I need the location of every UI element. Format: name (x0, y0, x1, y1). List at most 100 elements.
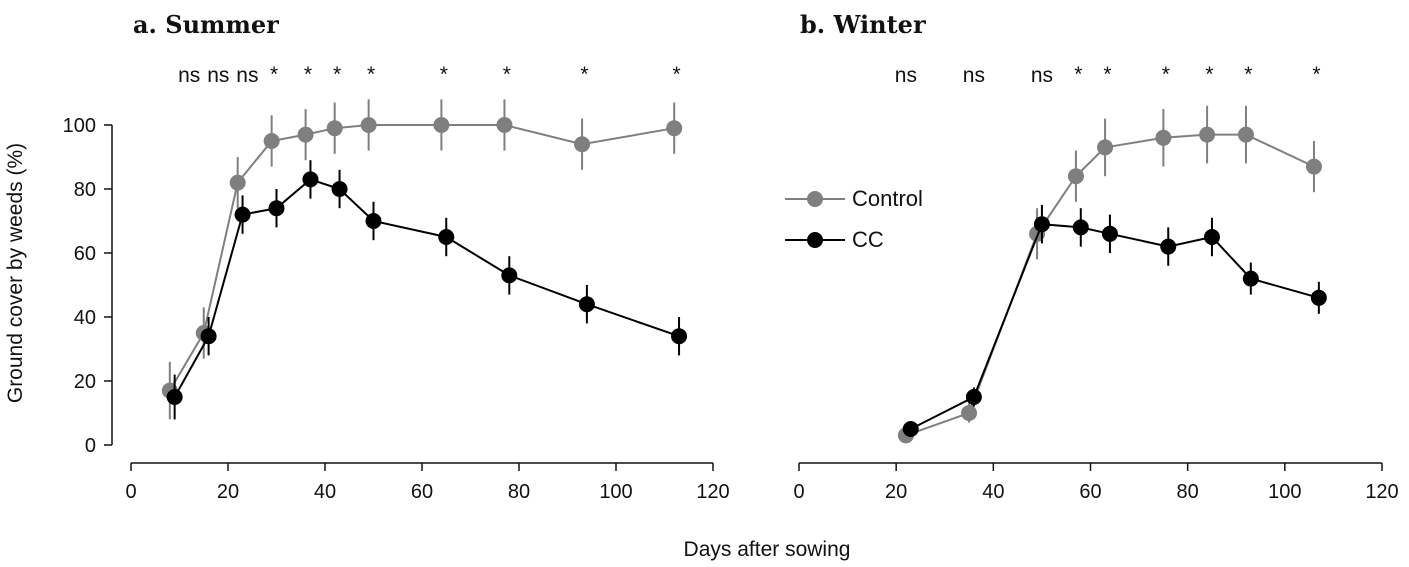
summer-control-point (360, 117, 377, 133)
summer-significance-label: * (270, 63, 278, 86)
summer-significance-label: ns (178, 64, 200, 87)
summer-cc-point (578, 296, 595, 313)
summer-y-tick-label: 20 (74, 371, 96, 393)
summer-control-point (326, 120, 343, 137)
winter-cc-point (1072, 219, 1089, 236)
summer-significance-label: * (304, 63, 312, 86)
winter-significance-label: * (1312, 63, 1320, 86)
summer-control-point (263, 133, 280, 149)
summer-cc-point (166, 389, 183, 405)
winter-series (897, 105, 1327, 444)
summer-control-point (229, 174, 246, 191)
summer-cc-point (200, 328, 217, 345)
winter-control-point (1305, 158, 1322, 175)
winter-control-point (1155, 129, 1172, 146)
winter-cc-point (1203, 229, 1220, 245)
summer-y-tick-label: 40 (74, 307, 96, 329)
winter-axes: 0 20 40 60 80 100 120 (793, 462, 1399, 503)
summer-cc-line (173, 178, 680, 398)
winter-control-point (961, 405, 978, 421)
winter-significance-label: ns (895, 64, 917, 87)
winter-cc-point (1101, 225, 1118, 242)
winter-x-tick-label: 120 (1365, 481, 1398, 503)
winter-significance-labels: ns ns ns * * * * * * (895, 63, 1321, 87)
summer-x-tick-label: 80 (508, 481, 530, 503)
summer-control-point (496, 117, 513, 133)
summer-series (161, 99, 688, 420)
winter-cc-point (1242, 270, 1259, 287)
legend-cc-marker (807, 232, 823, 248)
winter-cc-point (1310, 289, 1327, 306)
winter-cc-point (965, 389, 982, 405)
winter-x-tick-label: 60 (1079, 481, 1101, 503)
summer-y-tick-label: 100 (63, 115, 96, 137)
summer-cc-point (365, 213, 382, 229)
summer-control-point (666, 120, 683, 137)
summer-control-series (161, 99, 683, 420)
summer-significance-label: * (440, 63, 448, 86)
winter-cc-point (1160, 238, 1177, 255)
legend-cc-label: CC (852, 227, 884, 252)
summer-x-tick-label: 100 (599, 481, 632, 503)
summer-cc-point (331, 181, 348, 197)
summer-significance-label: * (673, 63, 681, 86)
summer-control-line (168, 124, 675, 392)
summer-panel: a. Summer 0 20 40 60 80 100 120 0 20 40 60 80 100 ns… (63, 10, 730, 503)
winter-significance-label: * (1103, 63, 1111, 86)
summer-cc-point (268, 200, 285, 217)
winter-cc-point (1033, 216, 1050, 233)
summer-control-point (433, 117, 450, 133)
winter-cc-series (902, 205, 1327, 437)
summer-y-tick-label: 60 (74, 243, 96, 265)
summer-significance-labels: ns ns ns * * * * * * * * (178, 63, 681, 87)
summer-significance-label: ns (236, 64, 258, 87)
summer-x-tick-label: 0 (125, 481, 136, 503)
winter-significance-label: * (1162, 63, 1170, 86)
legend-control-marker (807, 191, 823, 207)
summer-significance-label: ns (207, 64, 229, 87)
summer-significance-label: * (367, 63, 375, 86)
summer-x-tick-label: 20 (217, 481, 239, 503)
summer-cc-point (302, 171, 319, 188)
summer-cc-point (671, 328, 688, 345)
winter-control-point (1199, 126, 1216, 143)
summer-cc-point (438, 229, 455, 245)
winter-significance-label: * (1074, 63, 1082, 86)
summer-axes: 0 20 40 60 80 100 120 0 20 40 60 80 100 (63, 115, 730, 503)
summer-cc-series (166, 160, 688, 420)
summer-panel-title: a. Summer (133, 10, 279, 39)
summer-x-tick-label: 60 (411, 481, 433, 503)
legend: Control CC (785, 186, 923, 252)
winter-panel-title: b. Winter (800, 10, 926, 39)
y-axis-label: Ground cover by weeds (%) (4, 143, 27, 403)
winter-control-point (1237, 126, 1254, 143)
summer-significance-label: * (503, 63, 511, 86)
winter-x-tick-label: 20 (885, 481, 907, 503)
summer-cc-point (234, 206, 251, 223)
winter-control-point (1067, 168, 1084, 185)
winter-cc-point (902, 421, 919, 437)
winter-control-series (897, 105, 1322, 444)
winter-x-tick-label: 100 (1268, 481, 1301, 503)
winter-x-tick-label: 80 (1177, 481, 1199, 503)
winter-control-point (1097, 139, 1114, 156)
winter-significance-label: ns (1031, 64, 1053, 87)
summer-x-tick-label: 120 (696, 481, 729, 503)
winter-significance-label: * (1205, 63, 1213, 86)
legend-control-label: Control (852, 186, 923, 211)
summer-significance-label: * (333, 63, 341, 86)
winter-significance-label: ns (963, 64, 985, 87)
summer-cc-point (501, 267, 518, 284)
summer-control-point (297, 126, 314, 143)
summer-significance-label: * (580, 63, 588, 86)
winter-x-tick-label: 0 (793, 481, 804, 503)
winter-significance-label: * (1244, 63, 1252, 86)
winter-panel: b. Winter 0 20 40 60 80 100 120 ns ns ns * * * * * * (793, 10, 1398, 503)
summer-control-point (574, 136, 591, 153)
summer-y-tick-label: 80 (74, 179, 96, 201)
winter-x-tick-label: 40 (982, 481, 1004, 503)
x-axis-label: Days after sowing (684, 538, 851, 561)
summer-x-tick-label: 40 (314, 481, 336, 503)
summer-y-tick-label: 0 (85, 435, 96, 457)
